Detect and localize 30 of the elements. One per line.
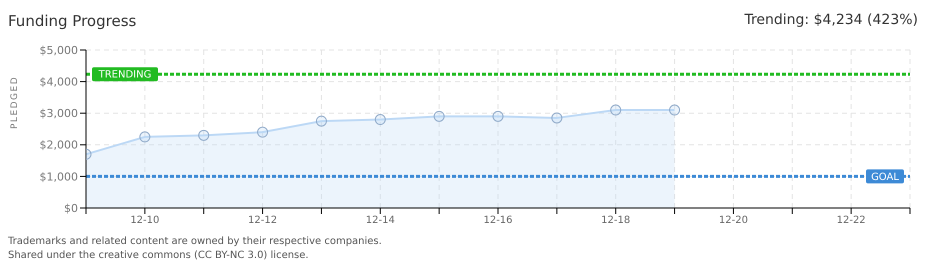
x-tick-label: 12-12 xyxy=(248,215,278,226)
chart-title: Funding Progress xyxy=(8,12,136,30)
text: Shared under the creative commons (CC BY-NC 3.0) license. xyxy=(8,250,309,261)
text: Trademarks and related content are owned by their respective companies. xyxy=(8,236,382,247)
point xyxy=(374,114,386,126)
y-tick-label: $5,000 xyxy=(40,44,78,57)
point xyxy=(198,130,210,141)
point xyxy=(669,104,680,116)
x-tick-label: 12-14 xyxy=(366,215,395,226)
x-tick-label: 12-20 xyxy=(718,215,748,226)
x-tick-label: 12-22 xyxy=(836,215,866,226)
x-tick-label: 12-18 xyxy=(601,215,630,226)
y-tick-label: $3,000 xyxy=(40,107,78,120)
point xyxy=(257,126,268,138)
x-tick-label: 12-10 xyxy=(130,215,160,226)
ref-line-label: GOAL xyxy=(871,172,900,183)
point xyxy=(551,112,562,124)
point xyxy=(434,110,445,122)
text: Trending: $4,234 (423%) xyxy=(744,12,918,28)
y-tick-label: $1,000 xyxy=(40,170,78,184)
point xyxy=(139,131,150,142)
point xyxy=(316,116,327,127)
x-tick-label: 12-16 xyxy=(483,215,513,226)
y-axis-title: PLEDGED xyxy=(10,76,20,129)
point xyxy=(492,110,504,122)
point xyxy=(610,104,622,116)
y-tick-label: $4,000 xyxy=(40,76,78,89)
ref-line-label: TRENDING xyxy=(98,70,152,81)
y-tick-label: $2,000 xyxy=(40,138,78,152)
y-tick-label: $0 xyxy=(64,202,78,215)
